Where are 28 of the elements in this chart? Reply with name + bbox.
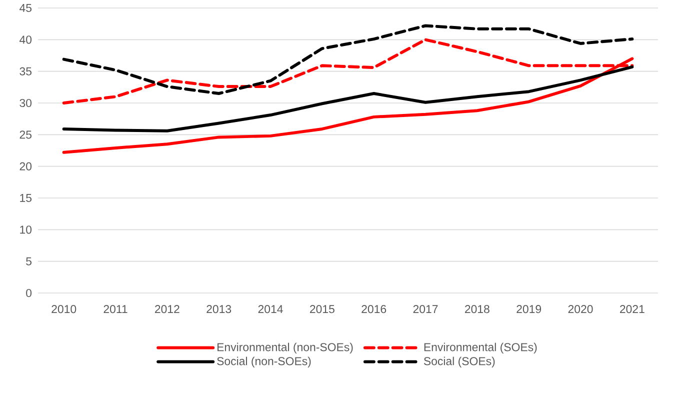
legend-label: Environmental (non-SOEs) xyxy=(218,342,353,354)
x-tick-label: 2018 xyxy=(465,305,490,314)
y-tick-label: 10 xyxy=(20,226,32,234)
y-tick-label: 20 xyxy=(20,162,32,170)
legend-label: Environmental (SOEs) xyxy=(424,342,537,354)
x-tick-label: 2013 xyxy=(206,305,232,314)
x-tick-label: 2019 xyxy=(516,305,542,314)
x-tick-label: 2012 xyxy=(155,305,180,314)
y-tick-label: 15 xyxy=(20,194,32,202)
line-series xyxy=(62,65,634,132)
y-tick-label: 45 xyxy=(20,4,32,12)
y-tick-label: 30 xyxy=(20,98,32,108)
y-tick-label: 5 xyxy=(26,257,32,266)
x-tick-label: 2020 xyxy=(568,305,593,314)
legend-label: Social (non-SOEs) xyxy=(217,356,311,368)
x-tick-label: 2011 xyxy=(104,305,128,314)
legend-label: Social (SOEs) xyxy=(424,356,495,368)
x-tick-label: 2015 xyxy=(310,305,334,314)
x-tick-label: 2014 xyxy=(258,305,283,314)
y-tick-label: 25 xyxy=(20,130,32,139)
x-tick-label: 2010 xyxy=(52,305,76,314)
x-tick-label: 2016 xyxy=(362,305,386,314)
y-tick-label: 35 xyxy=(20,67,32,76)
y-tick-label: 40 xyxy=(20,36,32,44)
x-tick-label: 2017 xyxy=(413,305,438,314)
x-tick-label: 2021 xyxy=(620,305,644,314)
y-tick-label: 0 xyxy=(26,288,32,298)
line-series xyxy=(62,24,634,95)
